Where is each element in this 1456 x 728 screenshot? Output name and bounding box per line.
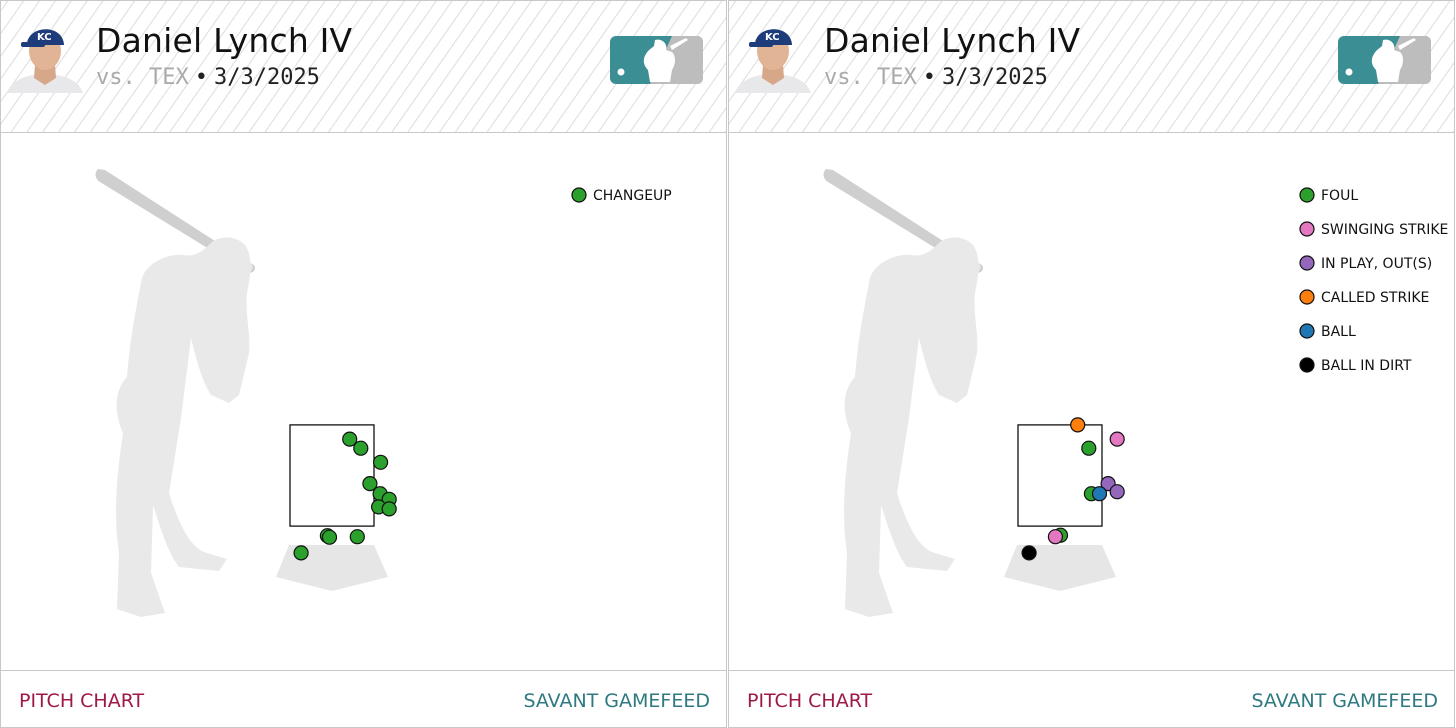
legend-swatch [1299,289,1315,305]
legend-label: FOUL [1321,188,1358,204]
pitch-point[interactable] [1109,484,1125,500]
legend-label: BALL [1321,324,1356,340]
legend-label: BALL IN DIRT [1321,358,1412,374]
home-plate-icon [276,545,388,591]
batter-silhouette-icon [95,169,255,617]
opponent-label: vs. TEX [96,65,189,90]
batter-silhouette-icon [823,169,983,617]
pitch-chart-link[interactable]: PITCH CHART [19,690,145,712]
chart-legend: FOUL SWINGING STRIKE IN PLAY, OUT(S) CALLED… [1299,187,1448,374]
legend-swatch [1299,187,1315,203]
pitch-chart-panel-right: KC Daniel Lynch IV vs. TEX • 3/3/2025 FOUL… [728,0,1455,728]
panel-footer: PITCH CHART SAVANT GAMEFEED [729,670,1454,727]
pitch-point[interactable] [1021,545,1037,561]
pitch-point[interactable] [293,545,309,561]
svg-text:KC: KC [765,32,780,43]
legend-label: SWINGING STRIKE [1321,222,1448,238]
legend-label: CHANGEUP [593,188,672,204]
home-plate-icon [1004,545,1116,591]
mlb-logo-icon [610,36,703,84]
player-name: Daniel Lynch IV [824,21,1081,60]
pitch-point[interactable] [353,440,369,456]
legend-swatch [1299,255,1315,271]
separator-dot: • [194,65,208,90]
pitch-chart-link[interactable]: PITCH CHART [747,690,873,712]
legend-swatch [1299,323,1315,339]
kc-player-headshot: KC [735,29,811,93]
pitch-point[interactable] [1047,529,1063,545]
pitch-location-chart: CHANGEUP [95,169,672,617]
strike-zone-box [289,424,375,527]
pitch-point[interactable] [373,454,389,470]
player-name: Daniel Lynch IV [96,21,353,60]
savant-gamefeed-link[interactable]: SAVANT GAMEFEED [523,690,710,712]
pitch-chart-panel-left: KC Daniel Lynch IV vs. TEX • 3/3/2025 CHAN… [0,0,727,728]
panel-header: KC Daniel Lynch IV vs. TEX • 3/3/2025 [729,1,1454,133]
separator-dot: • [922,65,936,90]
legend-label: IN PLAY, OUT(S) [1321,256,1432,272]
chart-legend: CHANGEUP [571,187,672,204]
opponent-label: vs. TEX [824,65,917,90]
legend-swatch [1299,357,1315,373]
kc-player-headshot: KC [7,29,83,93]
pitch-point[interactable] [321,529,338,545]
panel-header: KC Daniel Lynch IV vs. TEX • 3/3/2025 [1,1,726,133]
game-info: vs. TEX • 3/3/2025 [96,65,320,90]
legend-swatch [1299,221,1315,237]
pitch-point[interactable] [1070,417,1086,433]
game-info: vs. TEX • 3/3/2025 [824,65,1048,90]
strike-zone [1017,424,1103,527]
game-date: 3/3/2025 [941,65,1048,90]
pitch-point[interactable] [1081,440,1097,456]
panel-footer: PITCH CHART SAVANT GAMEFEED [1,670,726,727]
pitch-location-chart: FOUL SWINGING STRIKE IN PLAY, OUT(S) CALLED… [823,169,1448,617]
game-date: 3/3/2025 [213,65,320,90]
pitch-point[interactable] [349,529,365,545]
savant-gamefeed-link[interactable]: SAVANT GAMEFEED [1251,690,1438,712]
pitch-plot-area: FOUL SWINGING STRIKE IN PLAY, OUT(S) CALLED… [729,133,1454,670]
pitch-point[interactable] [342,431,358,447]
pitch-plot-area: CHANGEUP [1,133,726,670]
pitch-point[interactable] [381,501,397,517]
strike-zone-box [1017,424,1103,527]
svg-text:KC: KC [37,32,52,43]
strike-zone [289,424,375,527]
pitch-point[interactable] [1091,486,1108,502]
legend-label: CALLED STRIKE [1321,290,1429,306]
legend-swatch [571,187,587,203]
pitch-point[interactable] [362,476,378,492]
pitch-point[interactable] [1109,431,1125,447]
mlb-logo-icon [1338,36,1431,84]
